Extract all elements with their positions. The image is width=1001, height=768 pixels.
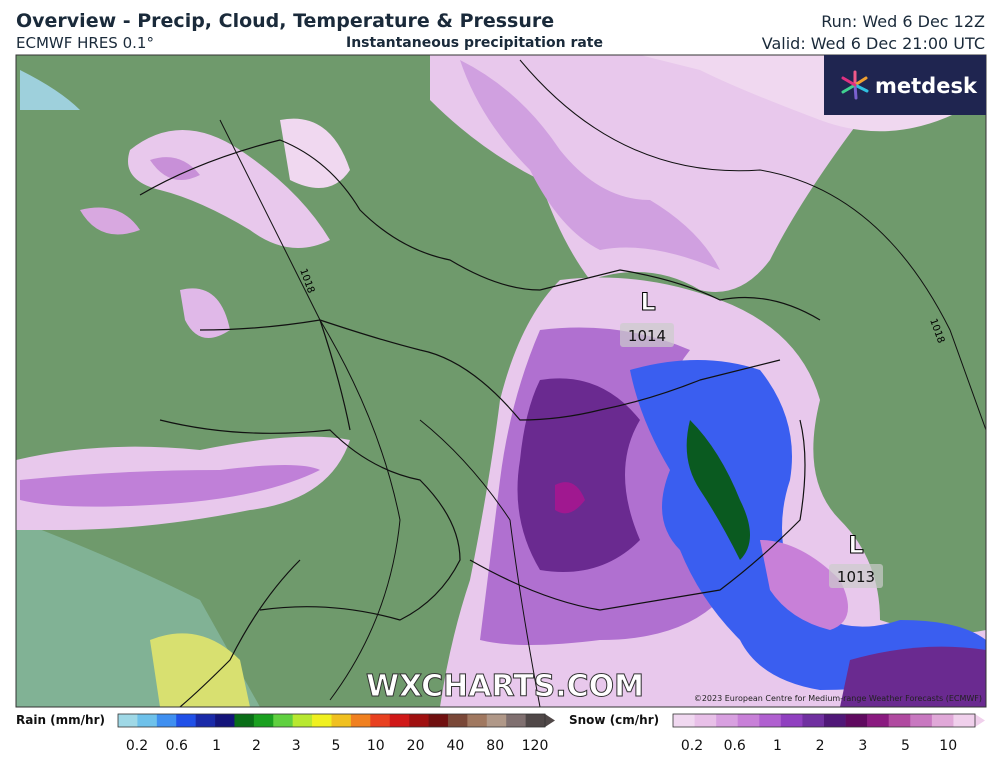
colorbar-label: 1 [773, 738, 782, 754]
colorbar-swatch [176, 714, 196, 727]
colorbar-frame [117, 713, 546, 728]
colorbar-swatch [759, 714, 782, 727]
low-pressure: 1013 [837, 568, 875, 586]
field: Instantaneous precipitation rate [346, 35, 603, 51]
colorbar-swatch [273, 714, 293, 727]
colorbar-swatch [506, 714, 526, 727]
colorbar-swatch [737, 714, 760, 727]
colorbar-frame [672, 713, 976, 728]
colorbar-swatch [716, 714, 739, 727]
watermark: WXCHARTS.COM [366, 669, 644, 704]
colorbar-swatch [673, 714, 695, 727]
colorbar-swatch [447, 714, 468, 727]
colorbar-swatch [525, 714, 546, 727]
colorbar-swatch [195, 714, 216, 727]
colorbar-label: 10 [939, 738, 957, 754]
colorbar-swatch [215, 714, 235, 727]
valid: Valid: Wed 6 Dec 21:00 UTC [761, 34, 985, 53]
colorbar-swatch [931, 714, 954, 727]
colorbar-swatch [845, 714, 868, 727]
low-pressure: 1014 [628, 327, 666, 345]
colorbar-label: 5 [901, 738, 910, 754]
colorbar-swatch [824, 714, 846, 727]
colorbar-swatch [370, 714, 391, 727]
colorbar-swatch [312, 714, 332, 727]
colorbar-label: 0.2 [126, 738, 148, 754]
colorbar-arrow [975, 714, 985, 727]
colorbar-label: 5 [332, 738, 341, 754]
colorbar-label: 0.2 [681, 738, 703, 754]
colorbar-label: 3 [858, 738, 867, 754]
copyright: ©2023 European Centre for Medium-range W… [694, 694, 982, 703]
colorbar-swatch [802, 714, 825, 727]
colorbar-swatch [780, 714, 803, 727]
colorbar-label: 120 [522, 738, 549, 754]
colorbar-swatch [486, 714, 507, 727]
colorbar-swatch [389, 714, 410, 727]
colorbar-swatch [409, 714, 429, 727]
rain-legend-title: Rain (mm/hr) [16, 713, 105, 727]
colorbar-swatch [331, 714, 352, 727]
colorbar-label: 20 [407, 738, 425, 754]
run: Run: Wed 6 Dec 12Z [821, 12, 985, 31]
colorbar-label: 40 [446, 738, 464, 754]
colorbar-swatch [953, 714, 976, 727]
colorbar-swatch [694, 714, 717, 727]
colorbar-swatch [467, 714, 488, 727]
colorbar-swatch [350, 714, 371, 727]
title: Overview - Precip, Cloud, Temperature & … [16, 10, 555, 32]
colorbar-swatch [888, 714, 911, 727]
colorbar-label: 3 [292, 738, 301, 754]
colorbar-label: 0.6 [166, 738, 188, 754]
colorbar-label: 1 [212, 738, 221, 754]
colorbar-label: 10 [367, 738, 385, 754]
colorbar-label: 2 [816, 738, 825, 754]
colorbar-arrow [545, 714, 555, 727]
colorbar-swatch [428, 714, 449, 727]
low-symbol: L [640, 288, 655, 316]
colorbar-swatch [118, 714, 138, 727]
colorbar-label: 2 [252, 738, 261, 754]
logo: metdesk [875, 74, 978, 98]
colorbar-label: 0.6 [724, 738, 746, 754]
colorbar-swatch [156, 714, 177, 727]
colorbar-swatch [253, 714, 274, 727]
colorbar-swatch [234, 714, 255, 727]
colorbar-swatch [867, 714, 890, 727]
snow-legend-title: Snow (cm/hr) [569, 713, 659, 727]
colorbar-label: 80 [486, 738, 504, 754]
colorbar-swatch [910, 714, 933, 727]
model: ECMWF HRES 0.1° [16, 34, 154, 52]
colorbar-swatch [137, 714, 158, 727]
colorbar-swatch [292, 714, 313, 727]
low-symbol: L [848, 531, 863, 559]
